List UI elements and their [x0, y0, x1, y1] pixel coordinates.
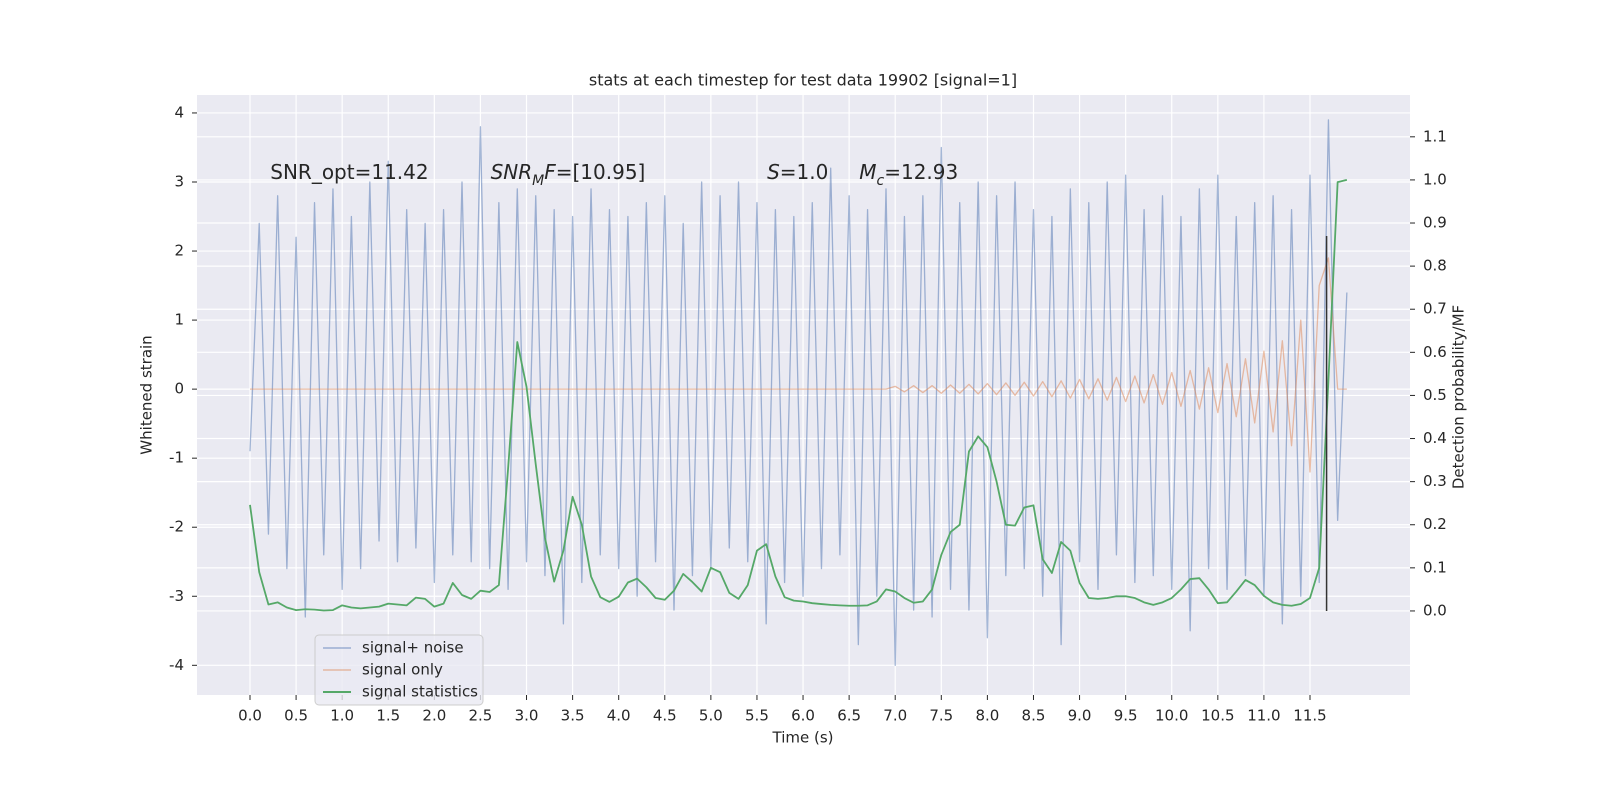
y-tick-label: -1 — [169, 449, 184, 467]
x-tick-label: 7.5 — [929, 707, 953, 725]
y-tick-label: 1 — [174, 311, 184, 329]
annotation-part: M — [859, 160, 876, 184]
legend-label: signal+ noise — [362, 639, 464, 657]
x-tick-label: 11.5 — [1293, 707, 1326, 725]
x-tick-label: 4.5 — [653, 707, 677, 725]
y2-tick-label: 0.2 — [1423, 515, 1447, 533]
y-tick-label: 4 — [174, 103, 184, 121]
chart-title: stats at each timestep for test data 199… — [589, 71, 1017, 90]
y2-tick-label: 1.0 — [1423, 170, 1447, 188]
y2-tick-label: 0.9 — [1423, 214, 1447, 232]
x-tick-label: 0.0 — [238, 707, 262, 725]
x-tick-label: 9.5 — [1114, 707, 1138, 725]
x-tick-label: 9.0 — [1068, 707, 1092, 725]
x-tick-label: 10.5 — [1201, 707, 1234, 725]
y2-tick-label: 0.4 — [1423, 429, 1447, 447]
x-tick-label: 2.5 — [469, 707, 493, 725]
y-tick-label: 3 — [174, 172, 184, 190]
series-line — [249, 179, 1348, 612]
x-tick-label: 3.0 — [515, 707, 539, 725]
x-tick-label: 10.0 — [1155, 707, 1188, 725]
series-line — [249, 119, 1348, 666]
y-tick-label: 0 — [174, 380, 184, 398]
x-tick-label: 3.5 — [561, 707, 585, 725]
annotation-part: =[10.95] — [556, 160, 646, 184]
x-tick-label: 8.5 — [1022, 707, 1046, 725]
legend-box — [314, 634, 484, 706]
plot-marks — [249, 119, 1348, 666]
x-tick-label: 11.0 — [1247, 707, 1280, 725]
y-axis-label: Whitened strain — [138, 335, 156, 454]
x-tick-label: 1.5 — [376, 707, 400, 725]
x-tick-label: 5.5 — [745, 707, 769, 725]
legend: signal+ noise signal only signal statistic… — [314, 634, 484, 706]
x-tick-label: 4.0 — [607, 707, 631, 725]
y2-tick-label: 0.8 — [1423, 257, 1447, 275]
x-tick-label: 2.0 — [422, 707, 446, 725]
annotation-part: F — [544, 160, 556, 184]
y2-tick-label: 0.6 — [1423, 343, 1447, 361]
annotation: S=1.0 — [767, 160, 828, 184]
y2-tick-label: 0.1 — [1423, 558, 1447, 576]
annotation-part: =12.93 — [884, 160, 958, 184]
x-tick-label: 1.0 — [330, 707, 354, 725]
annotation: SNRMF=[10.95] — [491, 160, 646, 190]
y2-tick-label: 0.7 — [1423, 300, 1447, 318]
y2-tick-label: 1.1 — [1423, 127, 1447, 145]
x-tick-label: 6.0 — [791, 707, 815, 725]
x-axis-label: Time (s) — [772, 729, 834, 747]
axes: 0.0 0.5 1.0 1.5 2.0 2.5 3.0 3.5 4.0 4.5 5.0 5.5 6.0 6… — [169, 103, 1447, 724]
y-tick-label: -2 — [169, 518, 184, 536]
y-tick-label: 2 — [174, 242, 184, 260]
y2-tick-label: 0.5 — [1423, 386, 1447, 404]
annotation-part: M — [532, 173, 544, 189]
annotation-part: S — [767, 160, 780, 184]
x-tick-label: 5.0 — [699, 707, 723, 725]
annotation: SNR_opt=11.42 — [270, 160, 428, 184]
y-tick-label: -3 — [169, 587, 184, 605]
x-tick-label: 6.5 — [837, 707, 861, 725]
y2-axis-label: Detection probability/MF — [1450, 305, 1468, 489]
x-tick-label: 0.5 — [284, 707, 308, 725]
annotation-part: SNR — [491, 160, 533, 184]
series-line — [250, 257, 1347, 473]
annotation-part: =1.0 — [780, 160, 829, 184]
annotation-part: SNR_opt=11.42 — [270, 160, 428, 184]
annotation-part: c — [877, 173, 885, 189]
x-tick-label: 8.0 — [975, 707, 999, 725]
annotation: Mc=12.93 — [859, 160, 958, 190]
y-tick-label: -4 — [169, 656, 184, 674]
x-tick-label: 7.0 — [883, 707, 907, 725]
legend-label: signal only — [362, 661, 443, 679]
legend-label: signal statistics — [362, 683, 478, 701]
y2-tick-label: 0.0 — [1423, 601, 1447, 619]
y2-tick-label: 0.3 — [1423, 472, 1447, 490]
